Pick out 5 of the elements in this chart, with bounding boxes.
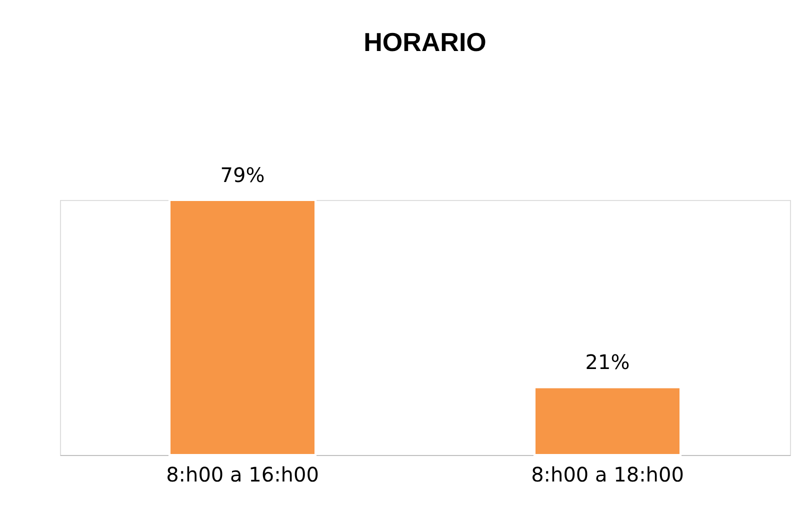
x-tick-label: 8:h00 a 18:h00 xyxy=(531,462,684,486)
data-label: 21% xyxy=(585,350,630,374)
data-label: 79% xyxy=(220,163,265,187)
x-tick-label: 8:h00 a 16:h00 xyxy=(166,462,319,486)
chart-title: HORARIO xyxy=(364,27,486,57)
